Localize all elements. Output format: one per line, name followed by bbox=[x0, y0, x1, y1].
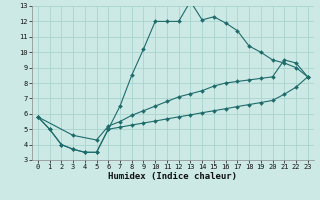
X-axis label: Humidex (Indice chaleur): Humidex (Indice chaleur) bbox=[108, 172, 237, 181]
